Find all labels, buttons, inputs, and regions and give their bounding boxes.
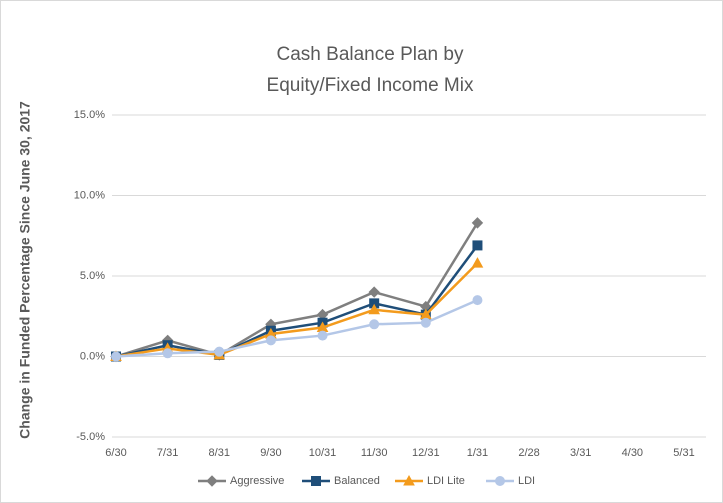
marker xyxy=(472,240,483,251)
y-tick-label: 0.0% xyxy=(80,350,105,362)
y-tick-label: -5.0% xyxy=(76,431,105,443)
series-line xyxy=(115,299,478,358)
marker xyxy=(111,351,121,362)
y-tick-label: 5.0% xyxy=(80,270,105,282)
x-tick-label: 3/31 xyxy=(570,447,591,459)
marker xyxy=(311,476,321,486)
y-axis-label: Change in Funded Percentage Since June 3… xyxy=(17,101,33,439)
x-tick-label: 9/30 xyxy=(260,447,281,459)
marker xyxy=(471,257,484,268)
marker xyxy=(317,330,328,341)
series-line xyxy=(115,262,479,358)
x-tick-label: 1/31 xyxy=(467,447,488,459)
series-line xyxy=(115,222,479,358)
marker xyxy=(162,348,173,359)
x-tick-label: 4/30 xyxy=(622,447,643,459)
x-tick-label: 8/31 xyxy=(209,447,230,459)
marker xyxy=(368,303,381,315)
legend-label: LDI xyxy=(518,475,535,487)
marker xyxy=(472,295,483,306)
marker xyxy=(265,335,276,346)
chart-title: Cash Balance Plan by xyxy=(277,44,464,65)
marker xyxy=(206,475,218,487)
legend-label: LDI Lite xyxy=(427,475,465,487)
y-tick-label: 10.0% xyxy=(74,189,105,201)
marker xyxy=(369,319,380,330)
legend-label: Balanced xyxy=(334,475,380,487)
x-tick-label: 10/31 xyxy=(309,447,337,459)
marker xyxy=(471,217,484,229)
marker xyxy=(214,346,225,357)
x-tick-label: 2/28 xyxy=(518,447,539,459)
marker xyxy=(420,317,431,328)
marker xyxy=(403,474,415,486)
x-tick-label: 12/31 xyxy=(412,447,440,459)
x-tick-label: 11/30 xyxy=(361,447,388,459)
marker xyxy=(368,286,380,298)
marker xyxy=(495,476,505,486)
x-tick-label: 5/31 xyxy=(673,447,694,459)
x-tick-label: 6/30 xyxy=(105,447,126,459)
x-tick-label: 7/31 xyxy=(157,447,178,459)
chart-title: Equity/Fixed Income Mix xyxy=(267,75,474,96)
legend-label: Aggressive xyxy=(230,475,284,487)
y-tick-label: 15.0% xyxy=(74,109,105,121)
